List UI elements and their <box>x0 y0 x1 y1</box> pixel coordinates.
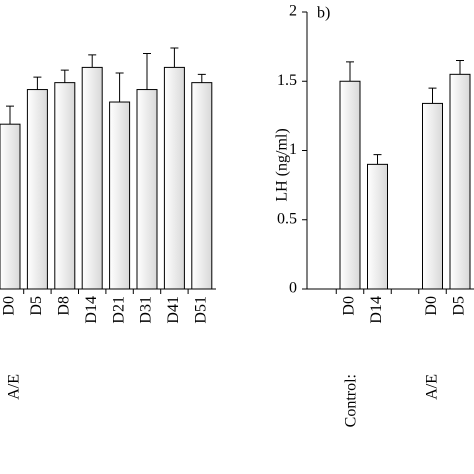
error-bar <box>373 154 382 165</box>
x-tick-label: D21 <box>110 296 127 324</box>
y-tick-label: 1 <box>289 141 297 158</box>
x-tick-label: D8 <box>55 296 72 316</box>
panel-title: b) <box>317 5 330 22</box>
bar <box>26 89 48 290</box>
x-tick-label: D5 <box>28 296 45 316</box>
error-bar <box>88 54 97 68</box>
x-tick-label: D31 <box>138 296 155 324</box>
y-tick-label: 1.5 <box>277 72 297 89</box>
bar <box>54 82 76 290</box>
bar <box>0 123 21 290</box>
group-label: Control: <box>343 374 360 427</box>
y-tick-label: 0.5 <box>277 210 297 227</box>
x-tick-label: D0 <box>1 296 18 316</box>
error-bar <box>60 69 69 83</box>
x-tick-label: D5 <box>451 296 468 316</box>
bar <box>191 82 213 290</box>
bar <box>449 73 471 290</box>
error-bar <box>143 53 151 90</box>
y-axis-label: LH (ng/ml) <box>274 128 291 201</box>
y-tick-label: 2 <box>289 3 297 20</box>
bar <box>163 66 185 290</box>
bar <box>136 89 158 290</box>
error-bar <box>170 47 179 68</box>
x-tick-label: D0 <box>341 296 358 316</box>
bar <box>422 102 443 290</box>
error-bar <box>33 76 42 90</box>
error-bar <box>6 105 14 125</box>
group-label: A/E <box>424 374 441 400</box>
x-tick-label: D51 <box>192 296 209 324</box>
x-tick-label: D41 <box>165 296 182 324</box>
error-bar <box>197 73 206 83</box>
error-bar <box>115 72 124 103</box>
error-bar <box>428 87 437 104</box>
group-label: A/E <box>6 374 23 400</box>
bar <box>367 163 388 290</box>
y-tick-label: 0 <box>289 280 297 297</box>
bar <box>109 101 131 290</box>
bar <box>339 80 361 290</box>
error-bar <box>346 61 354 82</box>
x-tick-label: D14 <box>368 296 385 324</box>
x-tick-label: D0 <box>423 296 440 316</box>
error-bar <box>456 59 464 75</box>
x-tick-label: D14 <box>83 296 100 324</box>
bar <box>81 66 103 290</box>
